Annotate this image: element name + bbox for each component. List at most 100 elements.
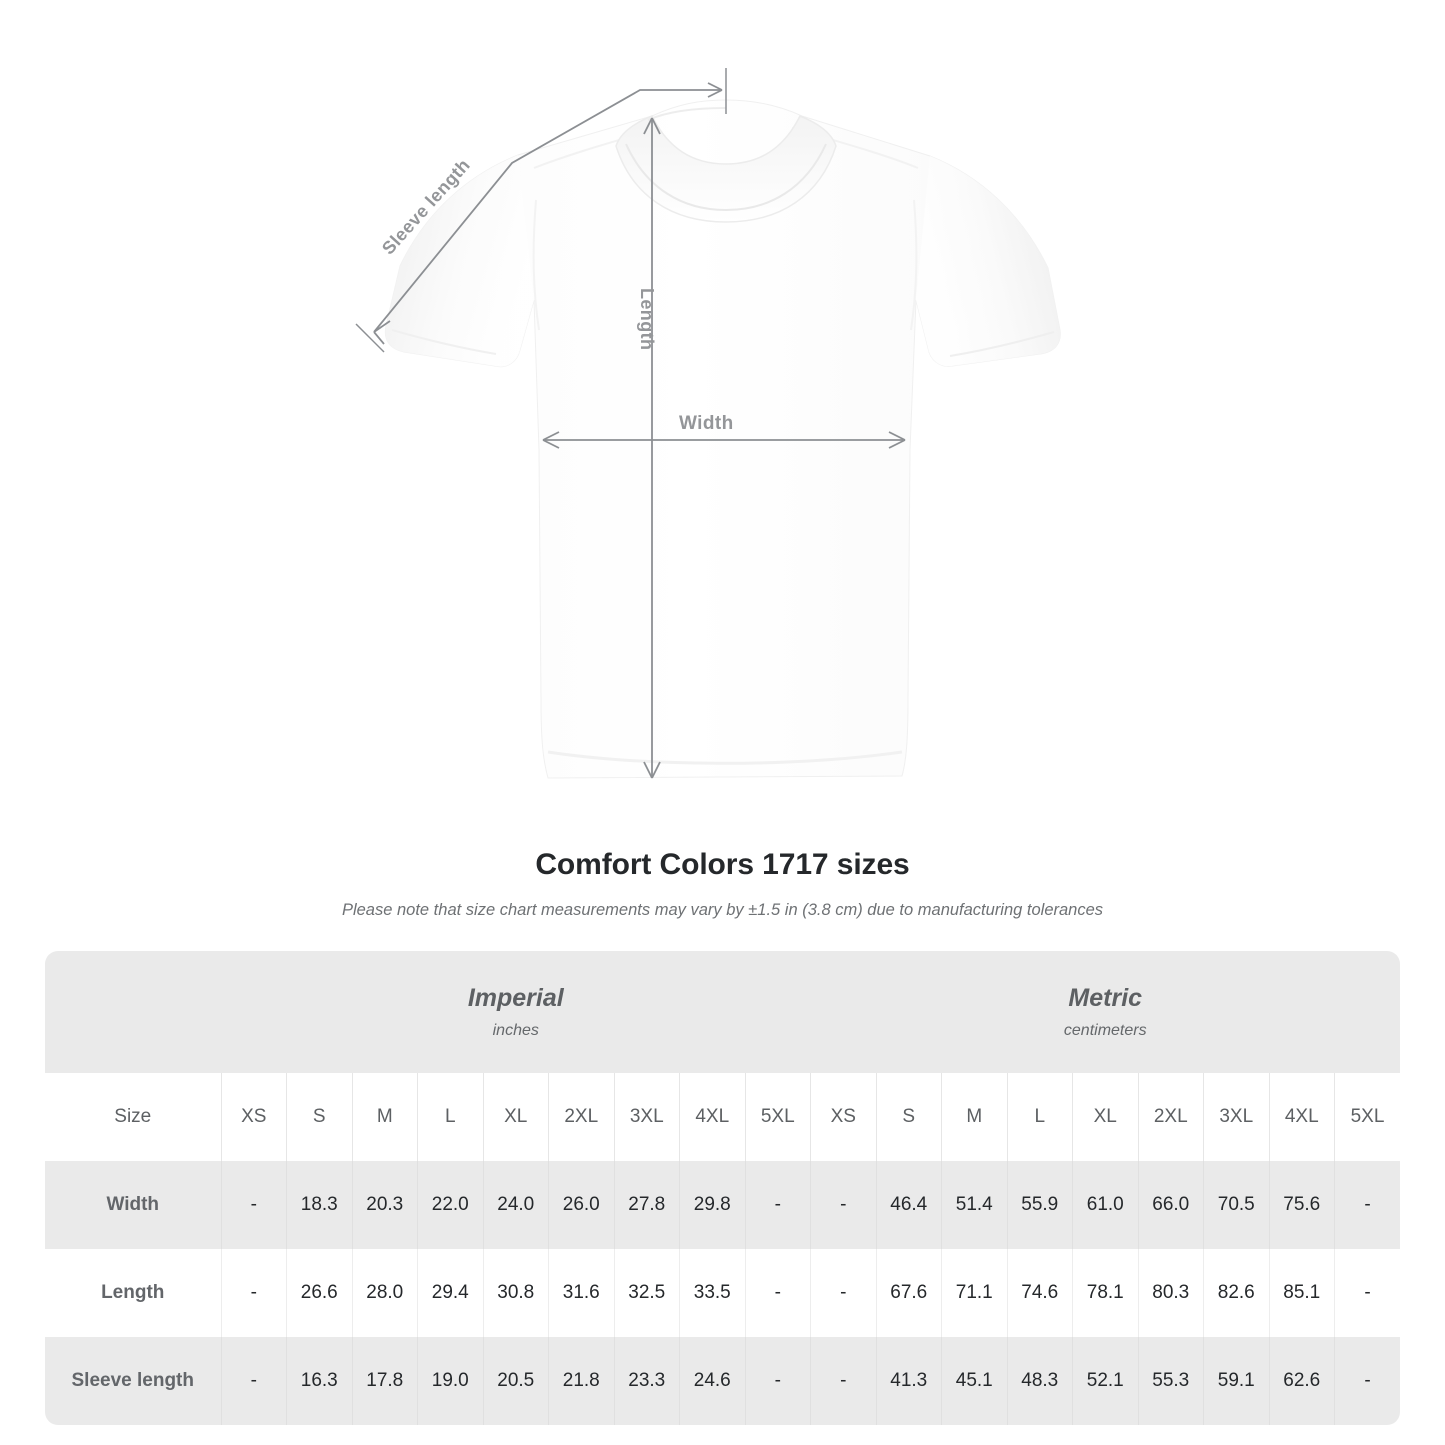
unit-group-name: Metric <box>1068 984 1143 1013</box>
measurement-cell: 18.3 <box>286 1161 352 1249</box>
size-header-s: S <box>286 1073 352 1161</box>
size-header-4xl: 4XL <box>1268 1073 1335 1161</box>
measurement-cell: 22.0 <box>417 1161 483 1249</box>
size-header-3xl: 3XL <box>613 1073 680 1161</box>
size-header-row: Size XS S M L XL 2XL 3XL 4XL 5XL XS S M L XL 2XL 3XL 4XL 5… <box>45 1073 1400 1161</box>
unit-group-metric: Metric centimeters <box>810 951 1400 1073</box>
measurement-cell: 28.0 <box>351 1249 418 1337</box>
measurement-lines <box>355 68 906 779</box>
measurement-cell: - <box>744 1161 811 1249</box>
measurement-cell: 67.6 <box>875 1249 942 1337</box>
measurement-cell: 27.8 <box>613 1161 680 1249</box>
measurement-cell: - <box>1334 1249 1400 1337</box>
measurement-cell: 21.8 <box>548 1337 614 1425</box>
size-header-2xl: 2XL <box>1137 1073 1204 1161</box>
measurement-cell: - <box>810 1337 876 1425</box>
sleeve-length-dimension <box>355 68 727 353</box>
size-header-m: M <box>351 1073 418 1161</box>
size-header-l: L <box>1006 1073 1073 1161</box>
measurement-cell: 46.4 <box>875 1161 942 1249</box>
measurement-cell: - <box>1334 1161 1400 1249</box>
measurement-cell: 17.8 <box>351 1337 418 1425</box>
unit-group-unit: centimeters <box>1063 1021 1147 1039</box>
measurement-cell: 26.0 <box>548 1161 614 1249</box>
measurement-cell: 29.8 <box>679 1161 745 1249</box>
tshirt-illustration <box>355 68 1061 779</box>
table-row: Length -26.6 28.0 29.4 30.8 31.6 32.5 33.5- -67.… <box>45 1249 1400 1337</box>
size-header-label: Size <box>45 1073 221 1161</box>
size-header-xs: XS <box>810 1073 876 1161</box>
measurement-cell: 26.6 <box>286 1249 352 1337</box>
unit-group-unit: inches <box>492 1021 539 1039</box>
measurement-cell: 62.6 <box>1268 1337 1335 1425</box>
measurement-cell: 85.1 <box>1268 1249 1335 1337</box>
measurement-cell: 61.0 <box>1072 1161 1138 1249</box>
unit-group-name: Imperial <box>467 984 564 1013</box>
measurement-cell: 66.0 <box>1137 1161 1204 1249</box>
width-dimension <box>542 431 906 449</box>
measurement-cell: 70.5 <box>1203 1161 1269 1249</box>
size-header-xl: XL <box>482 1073 549 1161</box>
size-header-5xl: 5XL <box>1334 1073 1400 1161</box>
size-table-wrapper: Imperial inches Metric centimeters Size XS S M L… <box>45 951 1400 1425</box>
measurement-cell: 24.0 <box>482 1161 549 1249</box>
measurement-cell: 29.4 <box>417 1249 483 1337</box>
measurement-cell: - <box>810 1161 876 1249</box>
size-header-3xl: 3XL <box>1203 1073 1269 1161</box>
measurement-cell: - <box>220 1161 287 1249</box>
table-row: Sleeve length -16.3 17.8 19.0 20.5 21.8 23.3 24… <box>45 1337 1400 1425</box>
measurement-cell: 32.5 <box>613 1249 680 1337</box>
measurement-cell: 45.1 <box>941 1337 1007 1425</box>
width-label: Width <box>679 413 734 434</box>
size-header-xs: XS <box>220 1073 287 1161</box>
title-block: Comfort Colors 1717 sizes Please note th… <box>0 830 1445 920</box>
size-header-5xl: 5XL <box>744 1073 811 1161</box>
length-label: Length <box>637 288 657 351</box>
measurement-cell: 33.5 <box>679 1249 745 1337</box>
measurement-cell: 74.6 <box>1006 1249 1073 1337</box>
shirt-shape <box>384 99 1061 779</box>
measurement-cell: 82.6 <box>1203 1249 1269 1337</box>
measurement-cell: 48.3 <box>1006 1337 1073 1425</box>
size-header-s: S <box>875 1073 942 1161</box>
page-title: Comfort Colors 1717 sizes <box>535 848 910 881</box>
tolerance-note: Please note that size chart measurements… <box>341 901 1104 919</box>
size-header-m: M <box>941 1073 1007 1161</box>
unit-header-spacer <box>45 951 221 1073</box>
row-label-sleeve-length: Sleeve length <box>45 1337 221 1425</box>
measurement-cell: 52.1 <box>1072 1337 1138 1425</box>
measurement-cell: - <box>1334 1337 1400 1425</box>
measurement-cell: - <box>220 1249 287 1337</box>
measurement-cell: 31.6 <box>548 1249 614 1337</box>
measurement-cell: 19.0 <box>417 1337 483 1425</box>
measurement-cell: 55.3 <box>1137 1337 1204 1425</box>
length-dimension <box>643 117 661 779</box>
row-label-length: Length <box>45 1249 221 1337</box>
measurement-cell: 55.9 <box>1006 1161 1073 1249</box>
measurement-cell: 41.3 <box>875 1337 942 1425</box>
measurement-cell: 59.1 <box>1203 1337 1269 1425</box>
unit-header-row: Imperial inches Metric centimeters <box>45 951 1400 1073</box>
size-chart-table: Imperial inches Metric centimeters Size XS S M L… <box>45 951 1400 1425</box>
size-header-xl: XL <box>1072 1073 1138 1161</box>
row-label-width: Width <box>45 1161 221 1249</box>
table-row: Width -18.3 20.3 22.0 24.0 26.0 27.8 29.8- -46.4… <box>45 1161 1400 1249</box>
measurement-cell: 75.6 <box>1268 1161 1335 1249</box>
measurement-cell: 16.3 <box>286 1337 352 1425</box>
size-header-2xl: 2XL <box>548 1073 614 1161</box>
measurement-cell: 80.3 <box>1137 1249 1204 1337</box>
measurement-cell: - <box>220 1337 287 1425</box>
measurement-cell: 20.5 <box>482 1337 549 1425</box>
measurement-cell: 30.8 <box>482 1249 549 1337</box>
measurement-cell: 20.3 <box>351 1161 418 1249</box>
measurement-cell: 78.1 <box>1072 1249 1138 1337</box>
measurement-cell: 71.1 <box>941 1249 1007 1337</box>
measurement-cell: - <box>744 1249 811 1337</box>
tshirt-diagram: Sleeve length Length Width <box>355 68 1061 779</box>
unit-group-imperial: Imperial inches <box>221 951 811 1073</box>
measurement-cell: - <box>810 1249 876 1337</box>
measurement-cell: - <box>744 1337 811 1425</box>
measurement-cell: 24.6 <box>679 1337 745 1425</box>
measurement-cell: 51.4 <box>941 1161 1007 1249</box>
size-header-l: L <box>417 1073 483 1161</box>
